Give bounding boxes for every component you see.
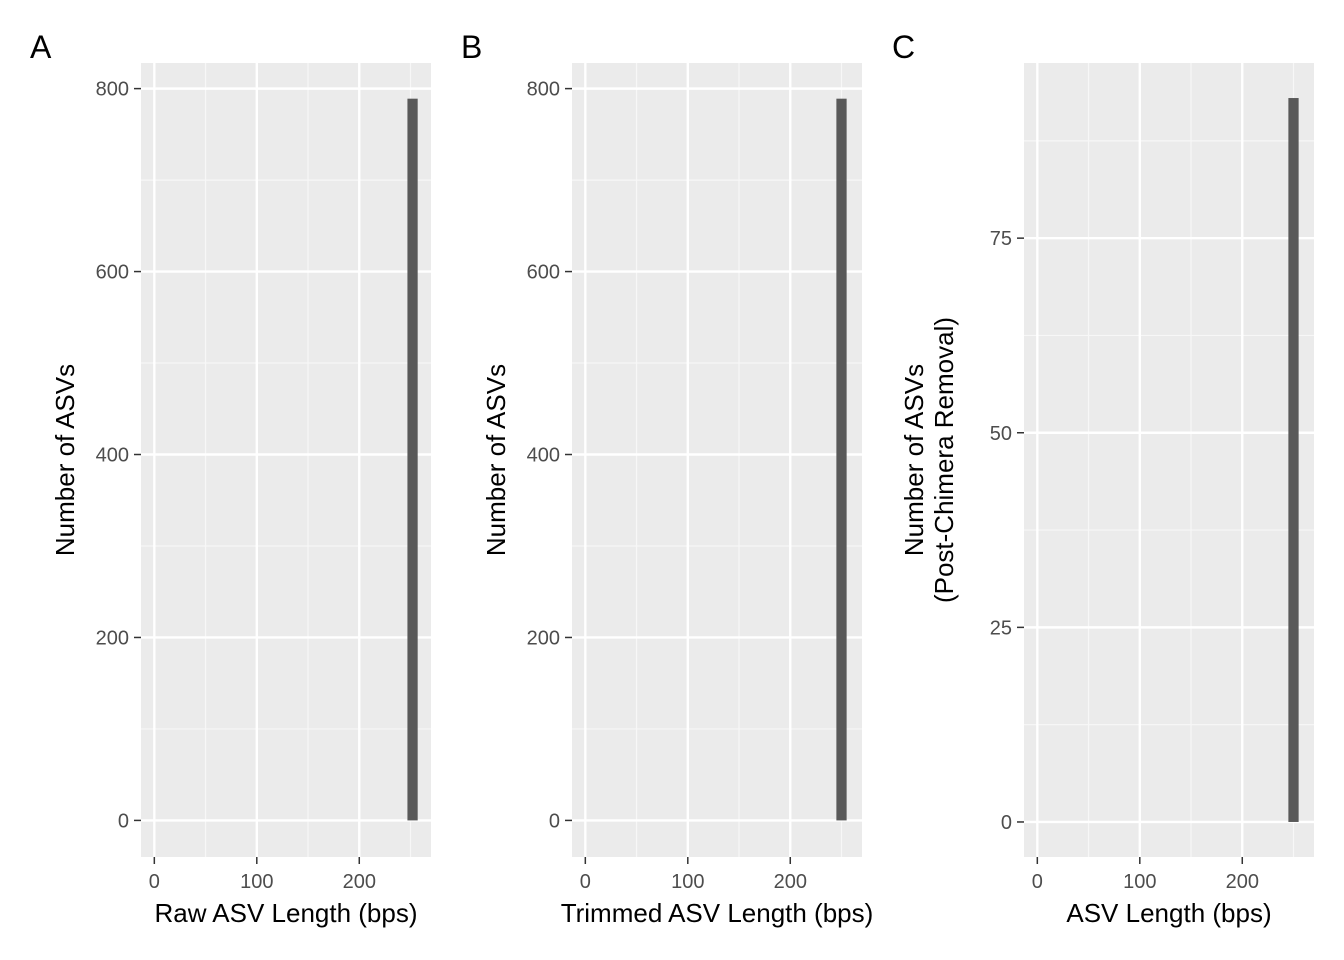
panel-letter: C — [892, 29, 915, 65]
x-axis-title: ASV Length (bps) — [1066, 898, 1271, 928]
y-tick-label: 25 — [990, 617, 1012, 639]
y-axis-title: Number of ASVs — [50, 364, 80, 556]
plot-background — [1024, 63, 1314, 857]
y-tick-label: 600 — [527, 262, 560, 284]
x-tick-label: 200 — [343, 871, 376, 893]
y-axis-title: (Post-Chimera Removal) — [929, 317, 959, 603]
panel-c: 0 100 200 0 25 50 75 C ASV Length (bps) Number of… — [892, 29, 1314, 928]
x-tick-label: 0 — [580, 871, 591, 893]
plot-background — [572, 63, 862, 857]
x-axis-title: Trimmed ASV Length (bps) — [561, 898, 874, 928]
y-tick-label: 400 — [527, 445, 560, 467]
y-tick-label: 400 — [96, 445, 129, 467]
x-tick-label: 100 — [671, 871, 704, 893]
x-tick-label: 0 — [1032, 871, 1043, 893]
y-axis-title: Number of ASVs — [899, 364, 929, 556]
y-tick-label: 0 — [549, 810, 560, 832]
y-tick-label: 800 — [527, 79, 560, 101]
panel-b: 0 100 200 0 200 400 600 800 B Trimmed ASV Length … — [461, 29, 873, 928]
x-tick-label: 200 — [774, 871, 807, 893]
histogram-bar — [836, 98, 847, 821]
y-tick-label: 600 — [96, 262, 129, 284]
y-axis-title: Number of ASVs — [481, 364, 511, 556]
y-tick-label: 0 — [118, 810, 129, 832]
x-tick-label: 200 — [1226, 871, 1259, 893]
panel-a: 0 100 200 0 200 400 600 800 A Raw ASV Length (bps… — [30, 29, 431, 928]
y-tick-label: 50 — [990, 423, 1012, 445]
y-tick-label: 800 — [96, 79, 129, 101]
y-tick-label: 200 — [96, 627, 129, 649]
panel-letter: A — [30, 29, 52, 65]
histogram-bar — [1288, 98, 1299, 822]
x-tick-label: 100 — [240, 871, 273, 893]
y-tick-label: 75 — [990, 228, 1012, 250]
x-tick-label: 100 — [1123, 871, 1156, 893]
histogram-bar — [407, 98, 418, 821]
plot-background — [141, 63, 431, 857]
x-tick-label: 0 — [149, 871, 160, 893]
x-axis-title: Raw ASV Length (bps) — [154, 898, 417, 928]
y-tick-label: 0 — [1001, 812, 1012, 834]
y-tick-label: 200 — [527, 627, 560, 649]
panel-letter: B — [461, 29, 482, 65]
